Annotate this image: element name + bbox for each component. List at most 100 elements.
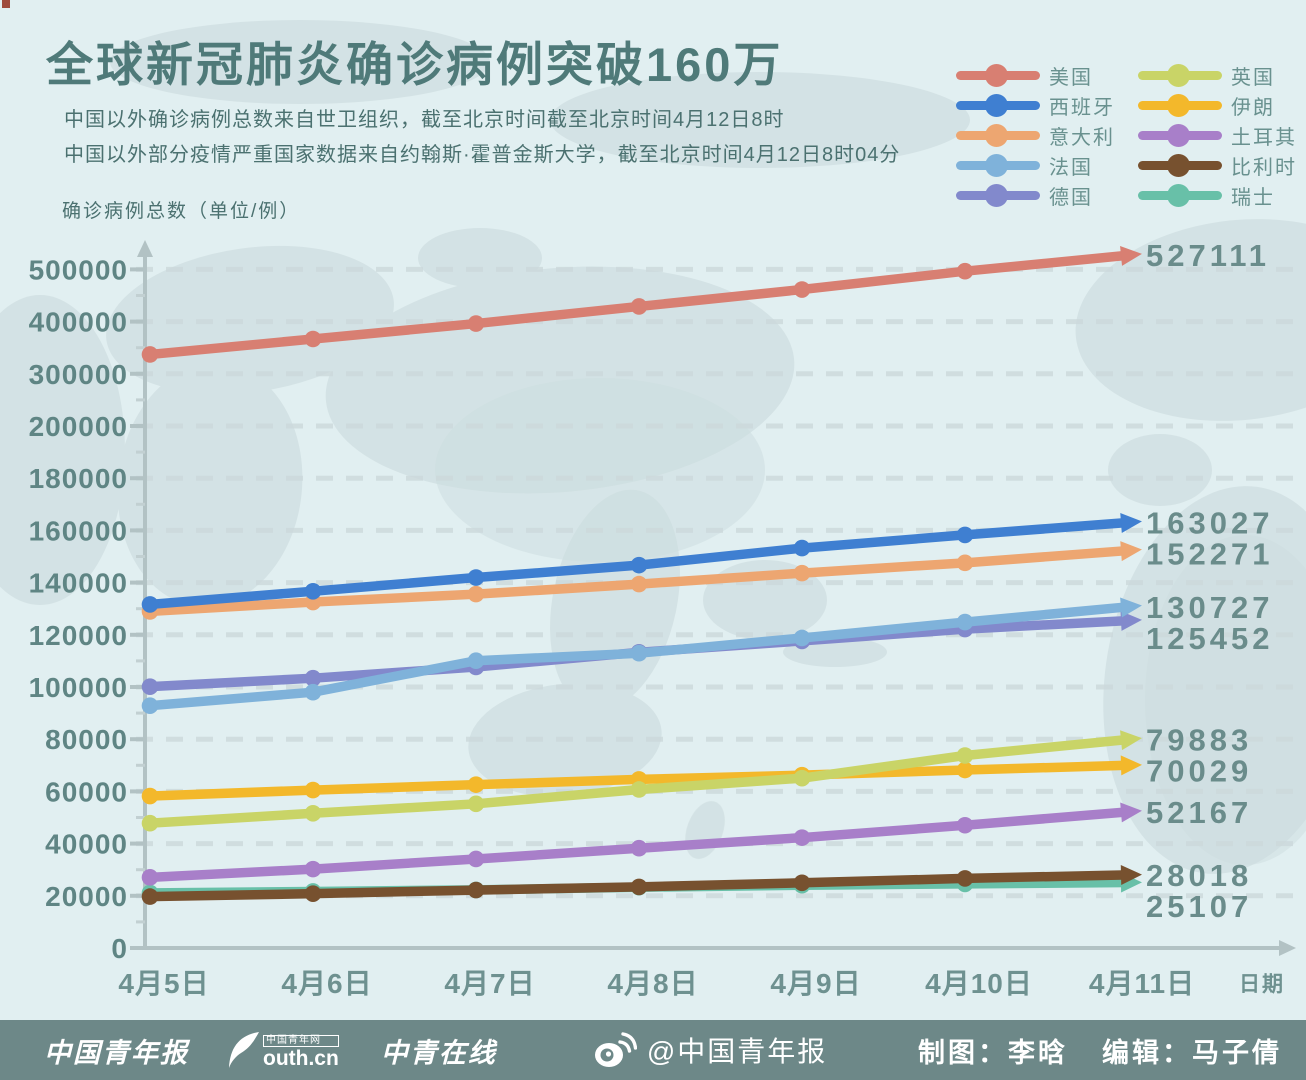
value-label-germany: 125452 bbox=[1146, 621, 1273, 656]
legend-item-iran: 伊朗 bbox=[1138, 90, 1306, 120]
data-point-spain-1 bbox=[304, 582, 322, 600]
data-point-germany-1 bbox=[304, 669, 322, 687]
arrow-tip-spain bbox=[1120, 513, 1142, 534]
value-label-switzerland: 25107 bbox=[1146, 889, 1252, 924]
legend-swatch-italy bbox=[956, 123, 1040, 147]
data-point-belgium-2 bbox=[467, 881, 485, 899]
x-tick-label-1: 4月6日 bbox=[281, 968, 372, 999]
arrow-tip-uk bbox=[1120, 730, 1142, 751]
y-tick-label-180000: 180000 bbox=[29, 463, 128, 494]
arrow-tip-usa bbox=[1120, 245, 1142, 266]
legend-label-spain: 西班牙 bbox=[1049, 96, 1115, 119]
y-tick-label-300000: 300000 bbox=[29, 359, 128, 390]
data-point-germany-0 bbox=[141, 678, 159, 695]
y-tick-label-500000: 500000 bbox=[29, 254, 128, 285]
value-label-usa: 527111 bbox=[1146, 238, 1270, 273]
legend-dot-iran bbox=[1167, 93, 1190, 117]
data-point-italy-3 bbox=[630, 575, 648, 593]
series-usa bbox=[141, 245, 1142, 363]
legend-dot-usa bbox=[985, 63, 1008, 87]
data-point-uk-3 bbox=[630, 781, 648, 798]
corner-mark bbox=[2, 0, 10, 8]
legend-swatch-belgium bbox=[1138, 153, 1222, 177]
credit-maker: 制图：李晗 bbox=[918, 1037, 1068, 1068]
legend-item-usa: 美国 bbox=[956, 60, 1124, 90]
series-turkey bbox=[141, 802, 1142, 886]
legend-swatch-uk bbox=[1138, 63, 1222, 87]
legend-swatch-france bbox=[956, 153, 1040, 177]
data-point-france-5 bbox=[956, 613, 974, 631]
data-point-iran-0 bbox=[141, 787, 159, 805]
value-label-uk: 79883 bbox=[1146, 723, 1252, 758]
logo-zhongqing-zaixian: 中青在线 bbox=[380, 1037, 497, 1069]
data-point-turkey-1 bbox=[304, 860, 322, 878]
logo-youth-cn: 中国青年网 outh.cn bbox=[227, 1031, 339, 1069]
data-point-spain-0 bbox=[141, 596, 159, 613]
x-tick-label-5: 4月10日 bbox=[925, 968, 1033, 999]
y-tick-label-160000: 160000 bbox=[29, 515, 128, 546]
y-tick-label-120000: 120000 bbox=[29, 620, 128, 651]
legend-dot-france bbox=[985, 153, 1008, 177]
data-point-italy-4 bbox=[793, 564, 811, 582]
data-point-spain-3 bbox=[630, 556, 648, 574]
data-point-france-3 bbox=[630, 644, 648, 662]
data-point-uk-1 bbox=[304, 805, 322, 822]
legend-label-belgium: 比利时 bbox=[1231, 156, 1297, 179]
legend-label-uk: 英国 bbox=[1231, 66, 1275, 89]
legend-item-switzerland: 瑞士 bbox=[1138, 180, 1306, 210]
y-tick-label-40000: 40000 bbox=[45, 829, 128, 860]
y-tick-label-0: 0 bbox=[111, 933, 128, 964]
data-point-uk-0 bbox=[141, 814, 159, 832]
value-label-turkey: 52167 bbox=[1146, 795, 1252, 830]
arrow-tip-belgium bbox=[1120, 865, 1142, 886]
x-tick-label-3: 4月8日 bbox=[607, 968, 698, 999]
x-tick-label-0: 4月5日 bbox=[118, 968, 209, 999]
x-tick-label-4: 4月9日 bbox=[770, 968, 861, 999]
data-point-italy-2 bbox=[467, 585, 485, 603]
weibo-handle: @中国青年报 bbox=[646, 1036, 828, 1067]
data-point-usa-4 bbox=[793, 281, 811, 298]
data-point-spain-4 bbox=[793, 539, 811, 557]
legend-item-germany: 德国 bbox=[956, 180, 1124, 210]
y-axis-title: 确诊病例总数（单位/例） bbox=[62, 201, 301, 222]
data-point-turkey-4 bbox=[793, 829, 811, 846]
legend-dot-belgium bbox=[1167, 153, 1190, 177]
y-tick-label-100000: 100000 bbox=[29, 672, 128, 703]
legend: 美国 西班牙 意大利 法国 德国 英国 伊朗 土耳其 比利时 瑞士 bbox=[956, 60, 1306, 210]
series-belgium bbox=[141, 865, 1142, 905]
legend-dot-spain bbox=[985, 93, 1008, 117]
legend-item-belgium: 比利时 bbox=[1138, 150, 1306, 180]
arrow-tip-germany bbox=[1120, 610, 1142, 631]
value-label-belgium: 28018 bbox=[1146, 858, 1252, 893]
credit-editor: 编辑：马子倩 bbox=[1102, 1037, 1282, 1068]
value-label-italy: 152271 bbox=[1146, 536, 1273, 571]
legend-swatch-iran bbox=[1138, 93, 1222, 117]
x-axis: 4月5日 4月6日 4月7日 4月8日 4月9日 4月10日 4月11日 日期 bbox=[118, 940, 1296, 999]
legend-dot-germany bbox=[985, 183, 1008, 207]
legend-dot-italy bbox=[985, 123, 1008, 147]
legend-dot-switzerland bbox=[1167, 183, 1190, 207]
subtitle-line-1: 中国以外确诊病例总数来自世卫组织，截至北京时间截至北京时间4月12日8时 bbox=[64, 109, 785, 131]
data-point-spain-5 bbox=[956, 526, 974, 544]
x-tick-label-6: 4月11日 bbox=[1089, 968, 1195, 999]
data-point-usa-5 bbox=[956, 262, 974, 280]
legend-label-turkey: 土耳其 bbox=[1231, 126, 1297, 149]
data-point-belgium-5 bbox=[956, 870, 974, 887]
data-point-belgium-1 bbox=[304, 885, 322, 902]
line-chart: 0 20000 40000 60000 80000 100000 120000 140000 1… bbox=[28, 238, 1296, 999]
data-point-turkey-2 bbox=[467, 850, 485, 868]
y-tick-label-60000: 60000 bbox=[45, 776, 128, 807]
data-point-uk-2 bbox=[467, 795, 485, 813]
y-tick-label-200000: 200000 bbox=[29, 411, 128, 442]
legend-dot-turkey bbox=[1167, 123, 1190, 147]
weibo-account: @中国青年报 bbox=[593, 1030, 827, 1070]
legend-item-france: 法国 bbox=[956, 150, 1124, 180]
data-point-uk-4 bbox=[793, 769, 811, 787]
data-point-france-2 bbox=[467, 652, 485, 670]
data-point-france-1 bbox=[304, 683, 322, 701]
data-point-usa-2 bbox=[467, 315, 485, 332]
value-label-spain: 163027 bbox=[1146, 505, 1273, 540]
legend-swatch-usa bbox=[956, 63, 1040, 87]
y-tick-label-20000: 20000 bbox=[45, 881, 128, 912]
